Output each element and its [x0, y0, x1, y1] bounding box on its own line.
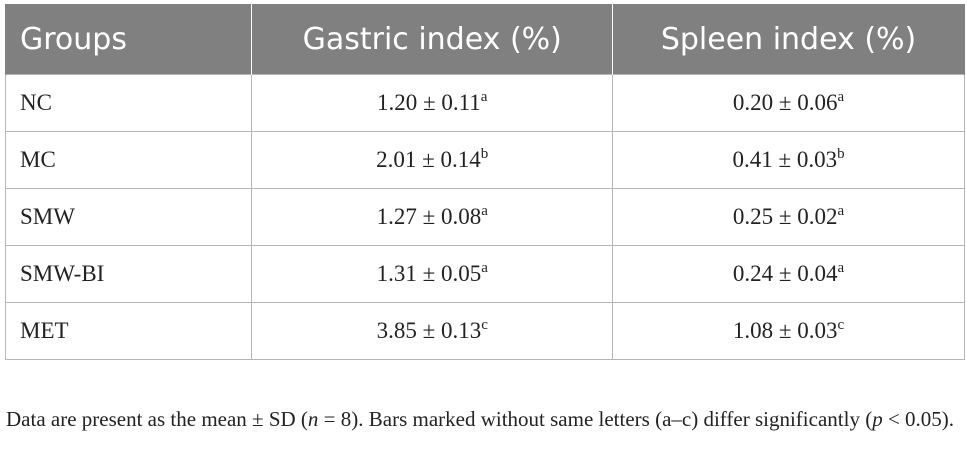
group-cell: MC	[4, 131, 253, 189]
significance-letter: a	[837, 203, 845, 219]
significance-letter: a	[837, 260, 845, 276]
footnote-text: n	[307, 407, 319, 431]
value-text: 0.24 ± 0.04	[732, 261, 838, 286]
significance-letter: c	[837, 317, 845, 333]
value-cell: 0.25 ± 0.02a	[612, 188, 965, 246]
significance-letter: a	[481, 203, 488, 219]
value-text: 0.41 ± 0.03	[732, 147, 838, 172]
significance-letter: a	[481, 260, 488, 276]
value-cell: 0.24 ± 0.04a	[612, 245, 965, 303]
footnote-text: < 0.05).	[882, 407, 955, 431]
group-cell: SMW-BI	[4, 245, 253, 303]
table-body: NC 1.20 ± 0.11a 0.20 ± 0.06a MC 2.01 ± 0.14b…	[4, 74, 965, 360]
value-text: 0.25 ± 0.02	[732, 204, 838, 229]
footnote-text: p	[872, 407, 883, 431]
header-cell: Gastric index (%)	[251, 4, 614, 75]
value-cell: 0.20 ± 0.06a	[612, 74, 965, 132]
value-text: 1.31 ± 0.05	[376, 261, 482, 286]
footnote: Data are present as the mean ± SD (n = 8…	[6, 404, 964, 435]
value-cell: 1.20 ± 0.11a	[251, 74, 614, 132]
significance-letter: a	[837, 89, 845, 105]
table-row: MET 3.85 ± 0.13c 1.08 ± 0.03c	[4, 302, 965, 360]
group-cell: MET	[4, 302, 253, 360]
value-cell: 3.85 ± 0.13c	[251, 302, 614, 360]
value-text: 1.20 ± 0.11	[377, 90, 481, 115]
footnote-text: Data are present as the mean ± SD (	[6, 407, 308, 431]
header-cell: Groups	[4, 4, 253, 75]
footnote-text: = 8). Bars marked without same letters (…	[318, 407, 873, 431]
significance-letter: a	[480, 89, 488, 105]
header-row: Groups Gastric index (%) Spleen index (%)	[4, 4, 965, 75]
value-cell: 0.41 ± 0.03b	[612, 131, 965, 189]
value-cell: 1.31 ± 0.05a	[251, 245, 614, 303]
table-row: MC 2.01 ± 0.14b 0.41 ± 0.03b	[4, 131, 965, 189]
header-cell: Spleen index (%)	[612, 4, 965, 75]
value-text: 3.85 ± 0.13	[376, 318, 482, 343]
significance-letter: b	[837, 146, 845, 162]
table-row: SMW-BI 1.31 ± 0.05a 0.24 ± 0.04a	[4, 245, 965, 303]
table-row: NC 1.20 ± 0.11a 0.20 ± 0.06a	[4, 74, 965, 132]
table-row: SMW 1.27 ± 0.08a 0.25 ± 0.02a	[4, 188, 965, 246]
value-text: 2.01 ± 0.14	[376, 147, 481, 172]
significance-letter: b	[480, 146, 489, 162]
value-text: 1.27 ± 0.08	[376, 204, 482, 229]
value-cell: 1.27 ± 0.08a	[251, 188, 614, 246]
significance-letter: c	[481, 317, 488, 333]
data-table: Groups Gastric index (%) Spleen index (%) …	[4, 4, 965, 360]
value-text: 1.08 ± 0.03	[732, 318, 838, 343]
group-cell: SMW	[4, 188, 253, 246]
value-text: 0.20 ± 0.06	[732, 90, 838, 115]
group-cell: NC	[4, 74, 253, 132]
value-cell: 1.08 ± 0.03c	[612, 302, 965, 360]
value-cell: 2.01 ± 0.14b	[251, 131, 614, 189]
